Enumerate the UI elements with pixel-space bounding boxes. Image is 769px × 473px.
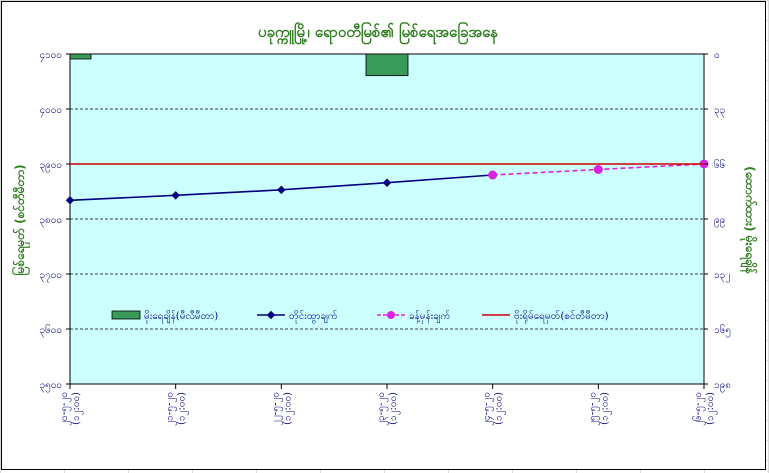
y2-tick-label: ၃၃ [714, 105, 725, 118]
observed-point [171, 191, 180, 200]
y2-tick-label: ၁၆၅ [714, 323, 731, 338]
x-tick-time: (၁၂:၀၀) [494, 392, 507, 425]
y-tick-label: ၃၉၀၀ [40, 160, 63, 173]
observed-point [65, 196, 75, 205]
rainfall-bars [69, 53, 409, 77]
x-tick-time: (၁၂:၀၀) [599, 392, 612, 425]
forecast-point [593, 165, 603, 174]
y2-tick-label: ၉၉ [714, 215, 725, 228]
rainfall-bar [69, 53, 92, 60]
y-axis-ticks: ၃၅၀၀ ၃၆၀၀ ၃၇၀၀ ၃၈၀၀ ၃၉၀၀ ၄၀၀၀ ၄၁၀၀ [39, 50, 70, 393]
legend-marker-observed [266, 310, 276, 320]
x-tick-label: ၂၃-၅-၂၀ [376, 392, 389, 426]
x-tick-label: ၂၀-၅-၂၀ [59, 392, 72, 426]
x-tick-label: ၂၆-၅-၂၀ [691, 392, 706, 426]
y2-tick-label: ၀ [714, 50, 720, 61]
y-tick-label: ၃၅၀၀ [40, 380, 63, 393]
x-tick-label: ၂၄-၅-၂၀ [482, 392, 495, 426]
legend-marker-forecast [387, 311, 395, 319]
rainfall-bar [365, 53, 409, 77]
legend-label: မိုးရေချိန်(မီလီမီတာ) [144, 309, 218, 324]
x-tick-time: (၁၂:၀၀) [388, 392, 401, 425]
y2-axis-title: (ထောက်ထား) မိုးရေချိန် [739, 166, 759, 274]
x-axis-ticks: ၂၀-၅-၂၀ (၁၂:၀၀) ၂၁-၅-၂၀ (၁၂:၀၀) ၂၂-၅-၂၀ (၁၂:၀… [59, 384, 718, 426]
y-axis-title: မြစ်ရေမှတ် (စင်တီမီတာ) [10, 164, 31, 275]
x-tick-time: (၁၂:၀၀) [282, 392, 295, 425]
legend-label: တိုင်းထွာချက် [289, 309, 338, 324]
x-tick-time: (၁၂:၀၀) [705, 392, 718, 425]
legend-swatch-rainfall [111, 310, 141, 320]
chart-svg: ပခုက္ကူမြို့၊ ရောဝတီမြစ်၏ မြစ်ရေအခြေအနေ … [10, 21, 759, 426]
y-tick-label: ၄၁၀၀ [40, 50, 63, 63]
y2-tick-label: ၁၉၈ [714, 380, 731, 393]
series-lines [65, 159, 709, 205]
x-tick-time: (၁၂:၀၀) [177, 392, 190, 425]
legend: မိုးရေချိန်(မီလီမီတာ) တိုင်းထွာချက် ခန့်မှ… [111, 309, 609, 324]
y2-tick-label: ၆၆ [714, 158, 726, 171]
legend-label: ဗိုးရိုမ်ရေမှတ်(စင်တီမီတာ) [514, 309, 609, 324]
y-tick-label: ၃၈၀၀ [39, 215, 62, 228]
legend-label: ခန့်မှန်းချက် [409, 309, 450, 324]
y-tick-label: ၃၇၀၀ [40, 270, 63, 283]
y-tick-label: ၄၀၀၀ [40, 105, 63, 118]
x-tick-label: ၂၂-၅-၂၀ [270, 392, 283, 425]
x-tick-label: ၂၁-၅-၂၀ [165, 392, 178, 426]
observed-point [277, 185, 286, 195]
chart-title: ပခုက္ကူမြို့၊ ရောဝတီမြစ်၏ မြစ်ရေအခြေအနေ [258, 21, 498, 45]
observed-point [382, 178, 392, 187]
x-tick-label: ၂၅-၅-၂၀ [587, 392, 600, 426]
y-tick-label: ၃၆၀၀ [40, 323, 63, 338]
y2-tick-label: ၁၃၂ [714, 270, 730, 283]
x-tick-time: (၁၂:၀၀) [71, 392, 84, 425]
forecast-point [488, 170, 498, 180]
